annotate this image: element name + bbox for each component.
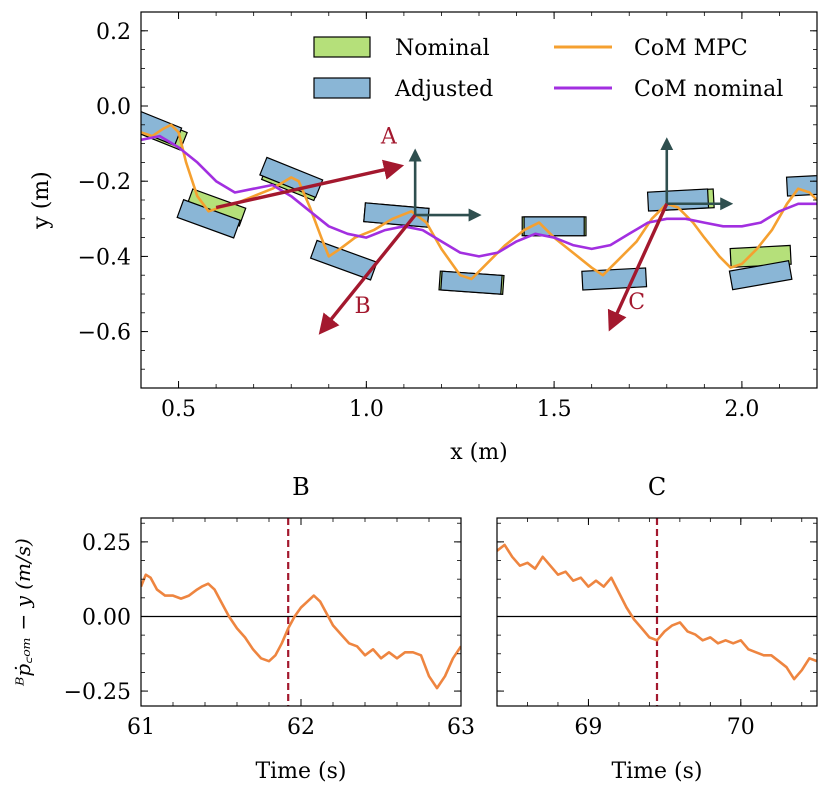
push-arrow-label-b: B <box>354 294 370 319</box>
foothold-adjusted <box>363 202 430 228</box>
top-y-tick-label: −0.4 <box>78 245 131 270</box>
top-y-axis-label: y (m) <box>29 171 54 229</box>
push-arrow-label-a: A <box>380 125 398 150</box>
panel-c-ticks: 69 70 <box>496 518 817 740</box>
legend-label-com-nominal: CoM nominal <box>634 77 783 102</box>
push-arrow-label-c: C <box>628 290 645 315</box>
legend-swatch-adjusted <box>313 77 371 99</box>
panel-b-x-tick-label: 61 <box>127 715 155 740</box>
panel-b-title: B <box>292 473 310 501</box>
panel-c-x-axis-label: Time (s) <box>611 759 702 784</box>
legend-label-com-mpc: CoM MPC <box>634 36 748 61</box>
panel-b-y-tick-label: −0.25 <box>64 680 131 705</box>
top-ticks: 0.5 1.0 1.5 2.0 0.2 0.0 −0.2 −0.4 −0.6 <box>78 11 818 422</box>
top-y-tick-label: 0.2 <box>96 20 131 45</box>
legend: Nominal CoM MPC Adjusted CoM nominal <box>313 36 783 102</box>
top-y-tick-label: −0.2 <box>78 170 131 195</box>
top-y-tick-label: −0.6 <box>78 321 131 346</box>
push-arrow-c <box>607 203 669 332</box>
top-plot-area: A B C <box>141 103 817 335</box>
legend-swatch-nominal <box>313 36 371 58</box>
top-x-tick-label: 2.0 <box>724 397 759 422</box>
push-arrow-a <box>215 159 405 210</box>
panel-b-velocity-line <box>141 573 461 690</box>
panel-c-x-tick-label: 69 <box>574 715 602 740</box>
panel-b-y-tick-label: 0.00 <box>82 605 131 630</box>
panel-c-velocity-line <box>497 543 817 681</box>
legend-label-adjusted: Adjusted <box>394 77 493 102</box>
panel-b-axes-frame <box>140 517 462 707</box>
panel-b-plot-area <box>141 518 461 706</box>
panel-b-y-tick-label: 0.25 <box>82 531 131 556</box>
panel-c-axes-frame <box>496 517 818 707</box>
panel-c-x-tick-label: 70 <box>727 715 755 740</box>
top-x-axis-label: x (m) <box>450 440 507 465</box>
panel-c: C 69 70 Time (s) <box>496 473 818 784</box>
top-x-tick-label: 1.5 <box>537 397 572 422</box>
legend-label-nominal: Nominal <box>395 36 490 61</box>
push-arrow-b <box>318 213 417 335</box>
com-nominal-line <box>141 134 817 258</box>
panel-b-x-tick-label: 62 <box>287 715 315 740</box>
panel-b-x-tick-label: 63 <box>447 715 475 740</box>
foothold-adjusted <box>728 260 793 291</box>
top-x-tick-label: 1.0 <box>349 397 384 422</box>
panel-b-ticks: 61 62 63 0.25 0.00 −0.25 <box>64 518 475 740</box>
foothold-adjusted <box>440 270 503 295</box>
top-panel: A B C 0.5 1.0 1.5 2.0 0.2 0.0 −0.2 −0.4 −0.6 x (m)… <box>29 11 818 465</box>
panel-b: B 61 62 63 0.25 0.00 −0.25 Time (s) ᴮṗ꜀ₒₘ − y… <box>11 473 475 784</box>
top-x-tick-label: 0.5 <box>161 397 196 422</box>
panel-c-title: C <box>648 473 666 501</box>
panel-b-x-axis-label: Time (s) <box>255 759 346 784</box>
panel-c-plot-area <box>497 518 817 706</box>
panel-b-y-axis-label: ᴮṗ꜀ₒₘ − y (m/s) <box>11 538 35 687</box>
top-y-tick-label: 0.0 <box>96 95 131 120</box>
